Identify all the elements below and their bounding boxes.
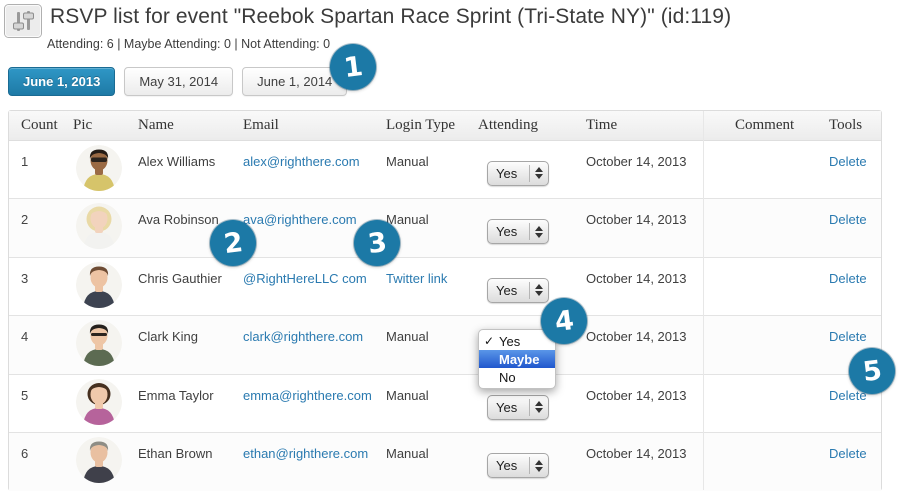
dropdown-option-maybe[interactable]: Maybe <box>479 350 555 368</box>
col-header-pic: Pic <box>66 111 131 141</box>
delete-link[interactable]: Delete <box>829 446 867 461</box>
comment-cell <box>728 140 814 199</box>
login-type-cell: Manual <box>386 212 429 227</box>
name-cell: Ava Robinson <box>138 212 219 227</box>
col-header-comment: Comment <box>728 111 814 141</box>
name-cell: Alex Williams <box>138 153 216 169</box>
dropdown-option-yes[interactable]: ✓ Yes <box>479 332 555 350</box>
delete-link[interactable]: Delete <box>829 329 867 344</box>
login-type-cell: Manual <box>386 329 429 344</box>
time-cell: October 14, 2013 <box>586 387 687 403</box>
table-header: Count Pic Name Email Login Type Attendin… <box>9 111 881 141</box>
email-link[interactable]: emma@righthere.com <box>243 387 372 403</box>
table-row: 3 Chris <box>9 257 881 316</box>
table-row: 5 Emma T <box>9 374 881 433</box>
email-link[interactable]: clark@righthere.com <box>243 329 364 344</box>
callout-badge-2: 2 <box>210 220 256 266</box>
comment-cell <box>728 374 814 433</box>
attending-select[interactable]: Yes <box>487 453 549 478</box>
table-row: 2 Ava Ro <box>9 198 881 258</box>
comment-cell <box>728 199 814 258</box>
callout-badge-3: 3 <box>354 220 400 266</box>
col-header-attending: Attending <box>471 111 579 141</box>
email-link[interactable]: alex@righthere.com <box>243 153 360 169</box>
page-title: RSVP list for event "Reebok Spartan Race… <box>50 5 732 28</box>
date-button-june-1-2013[interactable]: June 1, 2013 <box>8 67 116 96</box>
select-stepper-icon <box>530 401 548 413</box>
name-cell: Ethan Brown <box>138 446 213 461</box>
col-header-tools: Tools <box>814 111 881 141</box>
callout-badge-1: 1 <box>330 44 376 90</box>
rsvp-table: Count Pic Name Email Login Type Attendin… <box>8 110 882 491</box>
attendance-stats: Attending: 6 | Maybe Attending: 0 | Not … <box>47 37 331 51</box>
count-cell: 3 <box>21 270 29 286</box>
delete-link[interactable]: Delete <box>829 387 867 403</box>
select-stepper-icon <box>530 225 548 238</box>
time-cell: October 14, 2013 <box>586 153 687 169</box>
avatar <box>76 378 122 425</box>
comment-cell <box>728 257 814 316</box>
sliders-icon <box>4 4 42 38</box>
count-cell: 1 <box>21 153 29 169</box>
callout-badge-5: 5 <box>849 348 895 394</box>
table-row: 6 Ethan <box>9 432 881 492</box>
date-button-may-31-2014[interactable]: May 31, 2014 <box>124 67 234 96</box>
login-type-cell: Manual <box>386 446 429 461</box>
avatar <box>76 144 122 191</box>
twitter-link[interactable]: Twitter link <box>386 270 448 286</box>
col-header-name: Name <box>131 111 236 141</box>
count-cell: 5 <box>21 387 29 403</box>
avatar <box>76 203 122 249</box>
avatar <box>76 261 122 308</box>
count-cell: 4 <box>21 329 29 344</box>
select-stepper-icon <box>530 284 548 296</box>
name-cell: Clark King <box>138 329 198 344</box>
count-cell: 6 <box>21 446 29 461</box>
table-row: 1 Alex W <box>9 140 881 199</box>
table-row: 4 Clark <box>9 315 881 375</box>
delete-link[interactable]: Delete <box>829 212 867 227</box>
delete-link[interactable]: Delete <box>829 270 867 286</box>
attending-select[interactable]: Yes <box>487 219 549 244</box>
time-cell: October 14, 2013 <box>586 329 687 344</box>
check-icon: ✓ <box>483 334 495 348</box>
attending-select[interactable]: Yes <box>487 394 549 420</box>
column-divider <box>703 111 704 490</box>
login-type-cell: Manual <box>386 387 429 403</box>
time-cell: October 14, 2013 <box>586 212 687 227</box>
dropdown-option-no[interactable]: No <box>499 369 516 385</box>
name-cell: Emma Taylor <box>138 387 214 403</box>
attending-select[interactable]: Yes <box>487 160 549 186</box>
delete-link[interactable]: Delete <box>829 153 867 169</box>
date-button-june-1-2014[interactable]: June 1, 2014 <box>242 67 348 96</box>
avatar <box>76 320 122 366</box>
callout-badge-4: 4 <box>541 298 587 344</box>
comment-cell <box>728 316 814 375</box>
email-link[interactable]: ethan@righthere.com <box>243 446 369 461</box>
col-header-email: Email <box>236 111 379 141</box>
time-cell: October 14, 2013 <box>586 446 687 461</box>
name-cell: Chris Gauthier <box>138 270 222 286</box>
col-header-login: Login Type <box>379 111 471 141</box>
time-cell: October 14, 2013 <box>586 270 687 286</box>
count-cell: 2 <box>21 212 29 227</box>
attending-select[interactable]: Yes <box>487 277 549 303</box>
col-header-time: Time <box>579 111 728 141</box>
avatar <box>76 437 122 483</box>
email-link[interactable]: ava@righthere.com <box>243 212 357 227</box>
event-date-buttons: June 1, 2013 May 31, 2014 June 1, 2014 <box>8 67 348 96</box>
col-header-count: Count <box>9 111 66 141</box>
email-link[interactable]: @RightHereLLC com <box>243 270 367 286</box>
select-stepper-icon <box>530 459 548 472</box>
select-stepper-icon <box>530 167 548 179</box>
attending-dropdown-open: ✓ Yes Maybe No <box>478 329 556 389</box>
login-type-cell: Manual <box>386 153 429 169</box>
comment-cell <box>728 433 814 492</box>
